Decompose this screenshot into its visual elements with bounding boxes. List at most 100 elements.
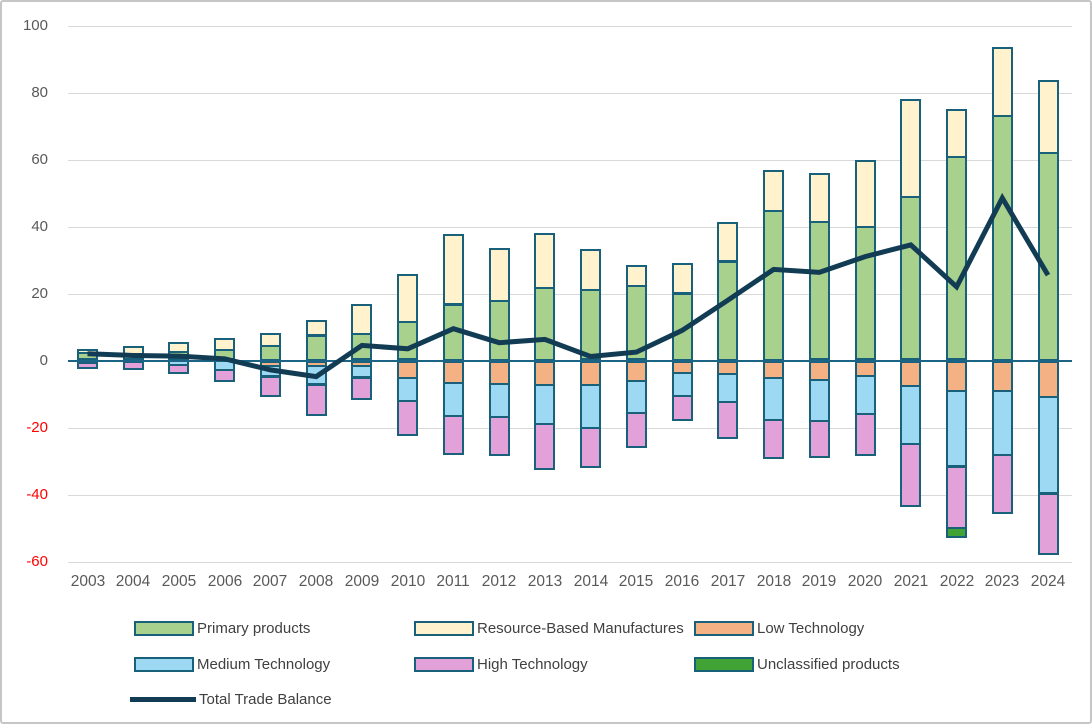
x-axis-label: 2008: [298, 573, 334, 590]
x-axis-label: 2015: [618, 573, 654, 590]
bar-segment: [260, 345, 281, 361]
bar-segment: [809, 221, 830, 360]
legend-label: High Technology: [477, 655, 588, 673]
bar-segment: [992, 47, 1013, 117]
bar-segment: [763, 377, 784, 421]
bar-segment: [534, 287, 555, 361]
y-axis-tick: 80: [31, 84, 48, 101]
legend-label: Primary products: [197, 619, 311, 637]
bar-segment: [580, 289, 601, 360]
bar-segment: [946, 109, 967, 158]
bar-segment: [168, 342, 189, 353]
bar-segment: [946, 466, 967, 530]
bar-segment: [580, 249, 601, 291]
legend-label: Low Technology: [757, 619, 865, 637]
bar-segment: [717, 401, 738, 439]
bar-segment: [946, 156, 967, 360]
bar-segment: [900, 99, 921, 198]
x-axis-label: 2006: [207, 573, 243, 590]
bar-segment: [306, 365, 327, 385]
bar-segment: [489, 361, 510, 385]
gridline: [68, 160, 1072, 161]
x-axis-label: 2013: [527, 573, 563, 590]
gridline: [68, 294, 1072, 295]
bar-segment: [489, 300, 510, 361]
bar-segment: [855, 375, 876, 415]
bar-segment: [168, 364, 189, 374]
y-axis-tick: 0: [39, 352, 48, 369]
x-axis-label: 2023: [984, 573, 1020, 590]
x-axis-label: 2022: [939, 573, 975, 590]
bar-segment: [900, 196, 921, 360]
bar-segment: [626, 265, 647, 287]
gridline: [68, 93, 1072, 94]
bar-segment: [672, 293, 693, 361]
legend-label: Total Trade Balance: [199, 690, 332, 708]
bar-segment: [900, 443, 921, 507]
bar-segment: [672, 372, 693, 397]
bar-segment: [443, 415, 464, 455]
gridline: [68, 562, 1072, 563]
legend-item-resource-based-manufactures: Resource-Based Manufactures: [414, 619, 684, 637]
y-axis-tick: -40: [26, 486, 48, 503]
x-axis-label: 2016: [664, 573, 700, 590]
bar-segment: [626, 361, 647, 382]
zero-axis-line: [68, 360, 1072, 362]
bar-segment: [763, 170, 784, 212]
x-axis-label: 2007: [252, 573, 288, 590]
gridline: [68, 26, 1072, 27]
y-axis-tick: 100: [22, 17, 48, 34]
bar-segment: [443, 234, 464, 305]
bar-segment: [992, 115, 1013, 361]
bar-segment: [992, 361, 1013, 392]
x-axis-label: 2009: [344, 573, 380, 590]
bar-segment: [534, 361, 555, 386]
bar-segment: [1038, 361, 1059, 399]
bar-segment: [717, 222, 738, 262]
bar-segment: [351, 333, 372, 360]
x-axis-label: 2014: [573, 573, 609, 590]
x-axis-label: 2011: [436, 573, 470, 590]
y-axis-tick: 60: [31, 151, 48, 168]
legend-label: Unclassified products: [757, 655, 900, 673]
bar-segment: [534, 384, 555, 426]
bar-segment: [855, 413, 876, 456]
legend-color-swatch: [414, 656, 474, 672]
bar-segment: [214, 369, 235, 382]
bar-segment: [443, 382, 464, 417]
bar-segment: [580, 384, 601, 429]
bar-segment: [443, 304, 464, 361]
bar-segment: [534, 233, 555, 289]
bar-segment: [717, 373, 738, 403]
legend-item-low-technology: Low Technology: [694, 619, 864, 637]
legend-color-swatch: [694, 620, 754, 636]
bar-segment: [1038, 80, 1059, 154]
y-axis-tick: 40: [31, 218, 48, 235]
bar-segment: [809, 173, 830, 223]
bar-segment: [397, 274, 418, 323]
bar-segment: [992, 390, 1013, 456]
bar-segment: [489, 416, 510, 456]
bar-segment: [717, 261, 738, 361]
bar-segment: [214, 338, 235, 351]
bar-segment: [809, 361, 830, 381]
bar-segment: [992, 454, 1013, 514]
x-axis-label: 2021: [893, 573, 929, 590]
bar-segment: [763, 419, 784, 459]
bar-segment: [77, 362, 98, 369]
bar-segment: [397, 321, 418, 360]
x-axis-label: 2019: [801, 573, 837, 590]
bar-segment: [809, 420, 830, 458]
gridline: [68, 495, 1072, 496]
legend-item-unclassified-products: Unclassified products: [694, 655, 900, 673]
gridline: [68, 227, 1072, 228]
bar-segment: [626, 380, 647, 414]
bar-segment: [397, 400, 418, 436]
bar-segment: [900, 385, 921, 446]
x-axis-label: 2020: [847, 573, 883, 590]
legend-label: Medium Technology: [197, 655, 331, 673]
bar-segment: [855, 226, 876, 360]
gridline: [68, 428, 1072, 429]
bar-segment: [946, 390, 967, 467]
